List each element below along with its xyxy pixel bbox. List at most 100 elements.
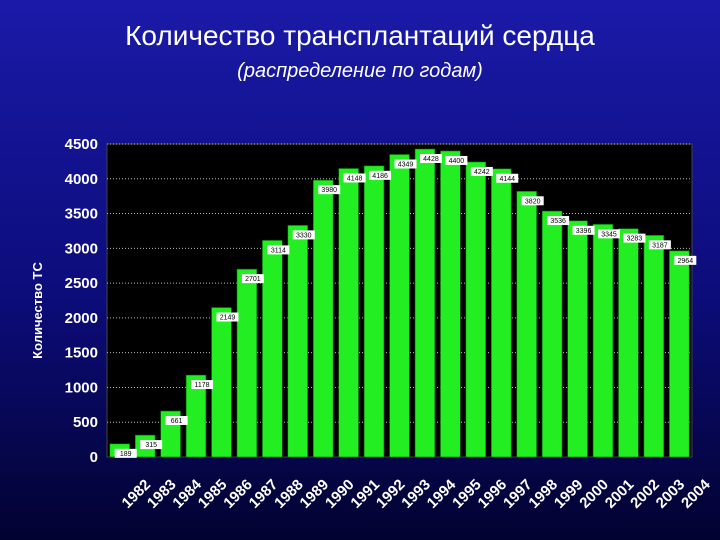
data-label-text: 2701 — [245, 276, 261, 283]
bar-2003 — [643, 235, 665, 458]
y-tick-label: 1500 — [65, 345, 98, 362]
data-label-text: 4428 — [423, 156, 439, 163]
data-label-text: 4349 — [398, 162, 414, 169]
data-label-bg — [623, 233, 646, 243]
data-label-text: 189 — [120, 451, 132, 458]
bar-1994 — [414, 148, 436, 458]
data-label-text: 315 — [145, 442, 157, 449]
bar-1999 — [541, 210, 563, 458]
data-label-bg — [140, 440, 163, 450]
data-label: 3536 — [547, 216, 570, 226]
y-tick-label: 1000 — [65, 379, 98, 396]
data-labels: 189 315 661 1178 2149 2701 3114 3330 3980 4148 418… — [114, 154, 697, 458]
data-label: 315 — [140, 440, 163, 450]
bar-2000 — [567, 220, 588, 458]
x-tick-label: 2004 — [678, 476, 714, 512]
bar-1996 — [465, 161, 487, 458]
data-label-text: 4148 — [347, 175, 363, 182]
data-label: 3187 — [648, 240, 671, 250]
bar-1991 — [338, 168, 359, 458]
data-label-bg — [343, 173, 366, 183]
data-label: 3396 — [572, 225, 595, 235]
data-label-text: 3820 — [525, 198, 541, 205]
y-axis-label: Количество ТС — [30, 262, 45, 359]
y-tick-label: 2000 — [65, 310, 98, 327]
data-label-text: 3345 — [601, 231, 617, 238]
data-label-text: 2964 — [678, 258, 694, 265]
y-tick-label: 0 — [90, 449, 98, 466]
data-label-text: 4242 — [474, 169, 490, 176]
data-label-text: 4400 — [449, 158, 465, 165]
bar-1992 — [363, 165, 385, 458]
bar-1997 — [491, 168, 512, 458]
data-label-bg — [674, 255, 697, 265]
data-label: 4428 — [419, 154, 442, 164]
data-label: 189 — [114, 448, 137, 458]
data-label-bg — [165, 416, 188, 426]
data-label: 4400 — [445, 155, 468, 165]
bar-1995 — [440, 150, 461, 458]
bar-1998 — [516, 190, 537, 458]
data-label: 4148 — [343, 173, 366, 183]
bar-2002 — [618, 228, 639, 458]
data-label-bg — [419, 154, 442, 164]
bar-1987 — [236, 268, 258, 458]
data-label: 3283 — [623, 233, 646, 243]
bar-1990 — [312, 179, 334, 458]
data-label: 3820 — [521, 196, 544, 206]
data-label: 1178 — [191, 380, 214, 390]
data-label-bg — [369, 170, 392, 180]
bar-1988 — [262, 240, 283, 458]
data-label: 4242 — [470, 166, 493, 176]
data-label-text: 661 — [171, 418, 183, 425]
bar-2001 — [592, 224, 614, 458]
data-label-text: 3187 — [652, 242, 668, 249]
data-label: 3345 — [598, 229, 621, 239]
bar-2004 — [669, 250, 690, 458]
data-label-text: 2149 — [220, 315, 236, 322]
data-label-bg — [394, 159, 417, 169]
data-label: 3330 — [292, 230, 315, 240]
data-label-text: 3283 — [627, 236, 643, 243]
data-label: 4186 — [369, 170, 392, 180]
data-label: 4349 — [394, 159, 417, 169]
data-label: 3980 — [318, 185, 341, 195]
data-label-text: 3396 — [576, 228, 592, 235]
data-label: 661 — [165, 416, 188, 426]
data-label-text: 3114 — [271, 247, 286, 254]
data-label: 3114 — [267, 245, 290, 255]
data-label-bg — [241, 274, 264, 284]
data-label-bg — [496, 173, 519, 183]
data-label: 2964 — [674, 255, 697, 265]
y-tick-label: 4500 — [65, 136, 98, 153]
data-label-bg — [445, 155, 468, 165]
data-label: 4144 — [496, 173, 519, 183]
data-label-bg — [267, 245, 290, 255]
y-tick-label: 3000 — [65, 240, 98, 257]
data-label-bg — [216, 312, 239, 322]
data-label-bg — [547, 216, 570, 226]
data-label-bg — [598, 229, 621, 239]
data-label-bg — [572, 225, 595, 235]
bar-1989 — [287, 225, 308, 458]
data-label-bg — [521, 196, 544, 206]
bar-1993 — [389, 154, 410, 458]
data-label: 2701 — [241, 274, 264, 284]
data-label-bg — [470, 166, 493, 176]
data-label-text: 3980 — [321, 187, 337, 194]
y-axis-ticks: 0 500 1000 1500 2000 2500 3000 3500 4000 4500 — [65, 136, 98, 466]
data-label-text: 3536 — [550, 218, 566, 225]
y-tick-label: 500 — [73, 414, 98, 431]
y-tick-label: 4000 — [65, 171, 98, 188]
chart-subtitle: (распределение по годам) — [237, 60, 483, 82]
y-tick-label: 2500 — [65, 275, 98, 292]
data-label-bg — [318, 185, 341, 195]
y-tick-label: 3500 — [65, 206, 98, 223]
data-label-bg — [292, 230, 315, 240]
data-label-bg — [191, 380, 214, 390]
data-label-text: 4186 — [372, 173, 388, 180]
data-label-bg — [648, 240, 671, 250]
chart-title: Количество трансплантаций сердца — [125, 20, 595, 51]
x-axis-ticks: 1982198319841985198619871988198919901991… — [119, 476, 715, 512]
